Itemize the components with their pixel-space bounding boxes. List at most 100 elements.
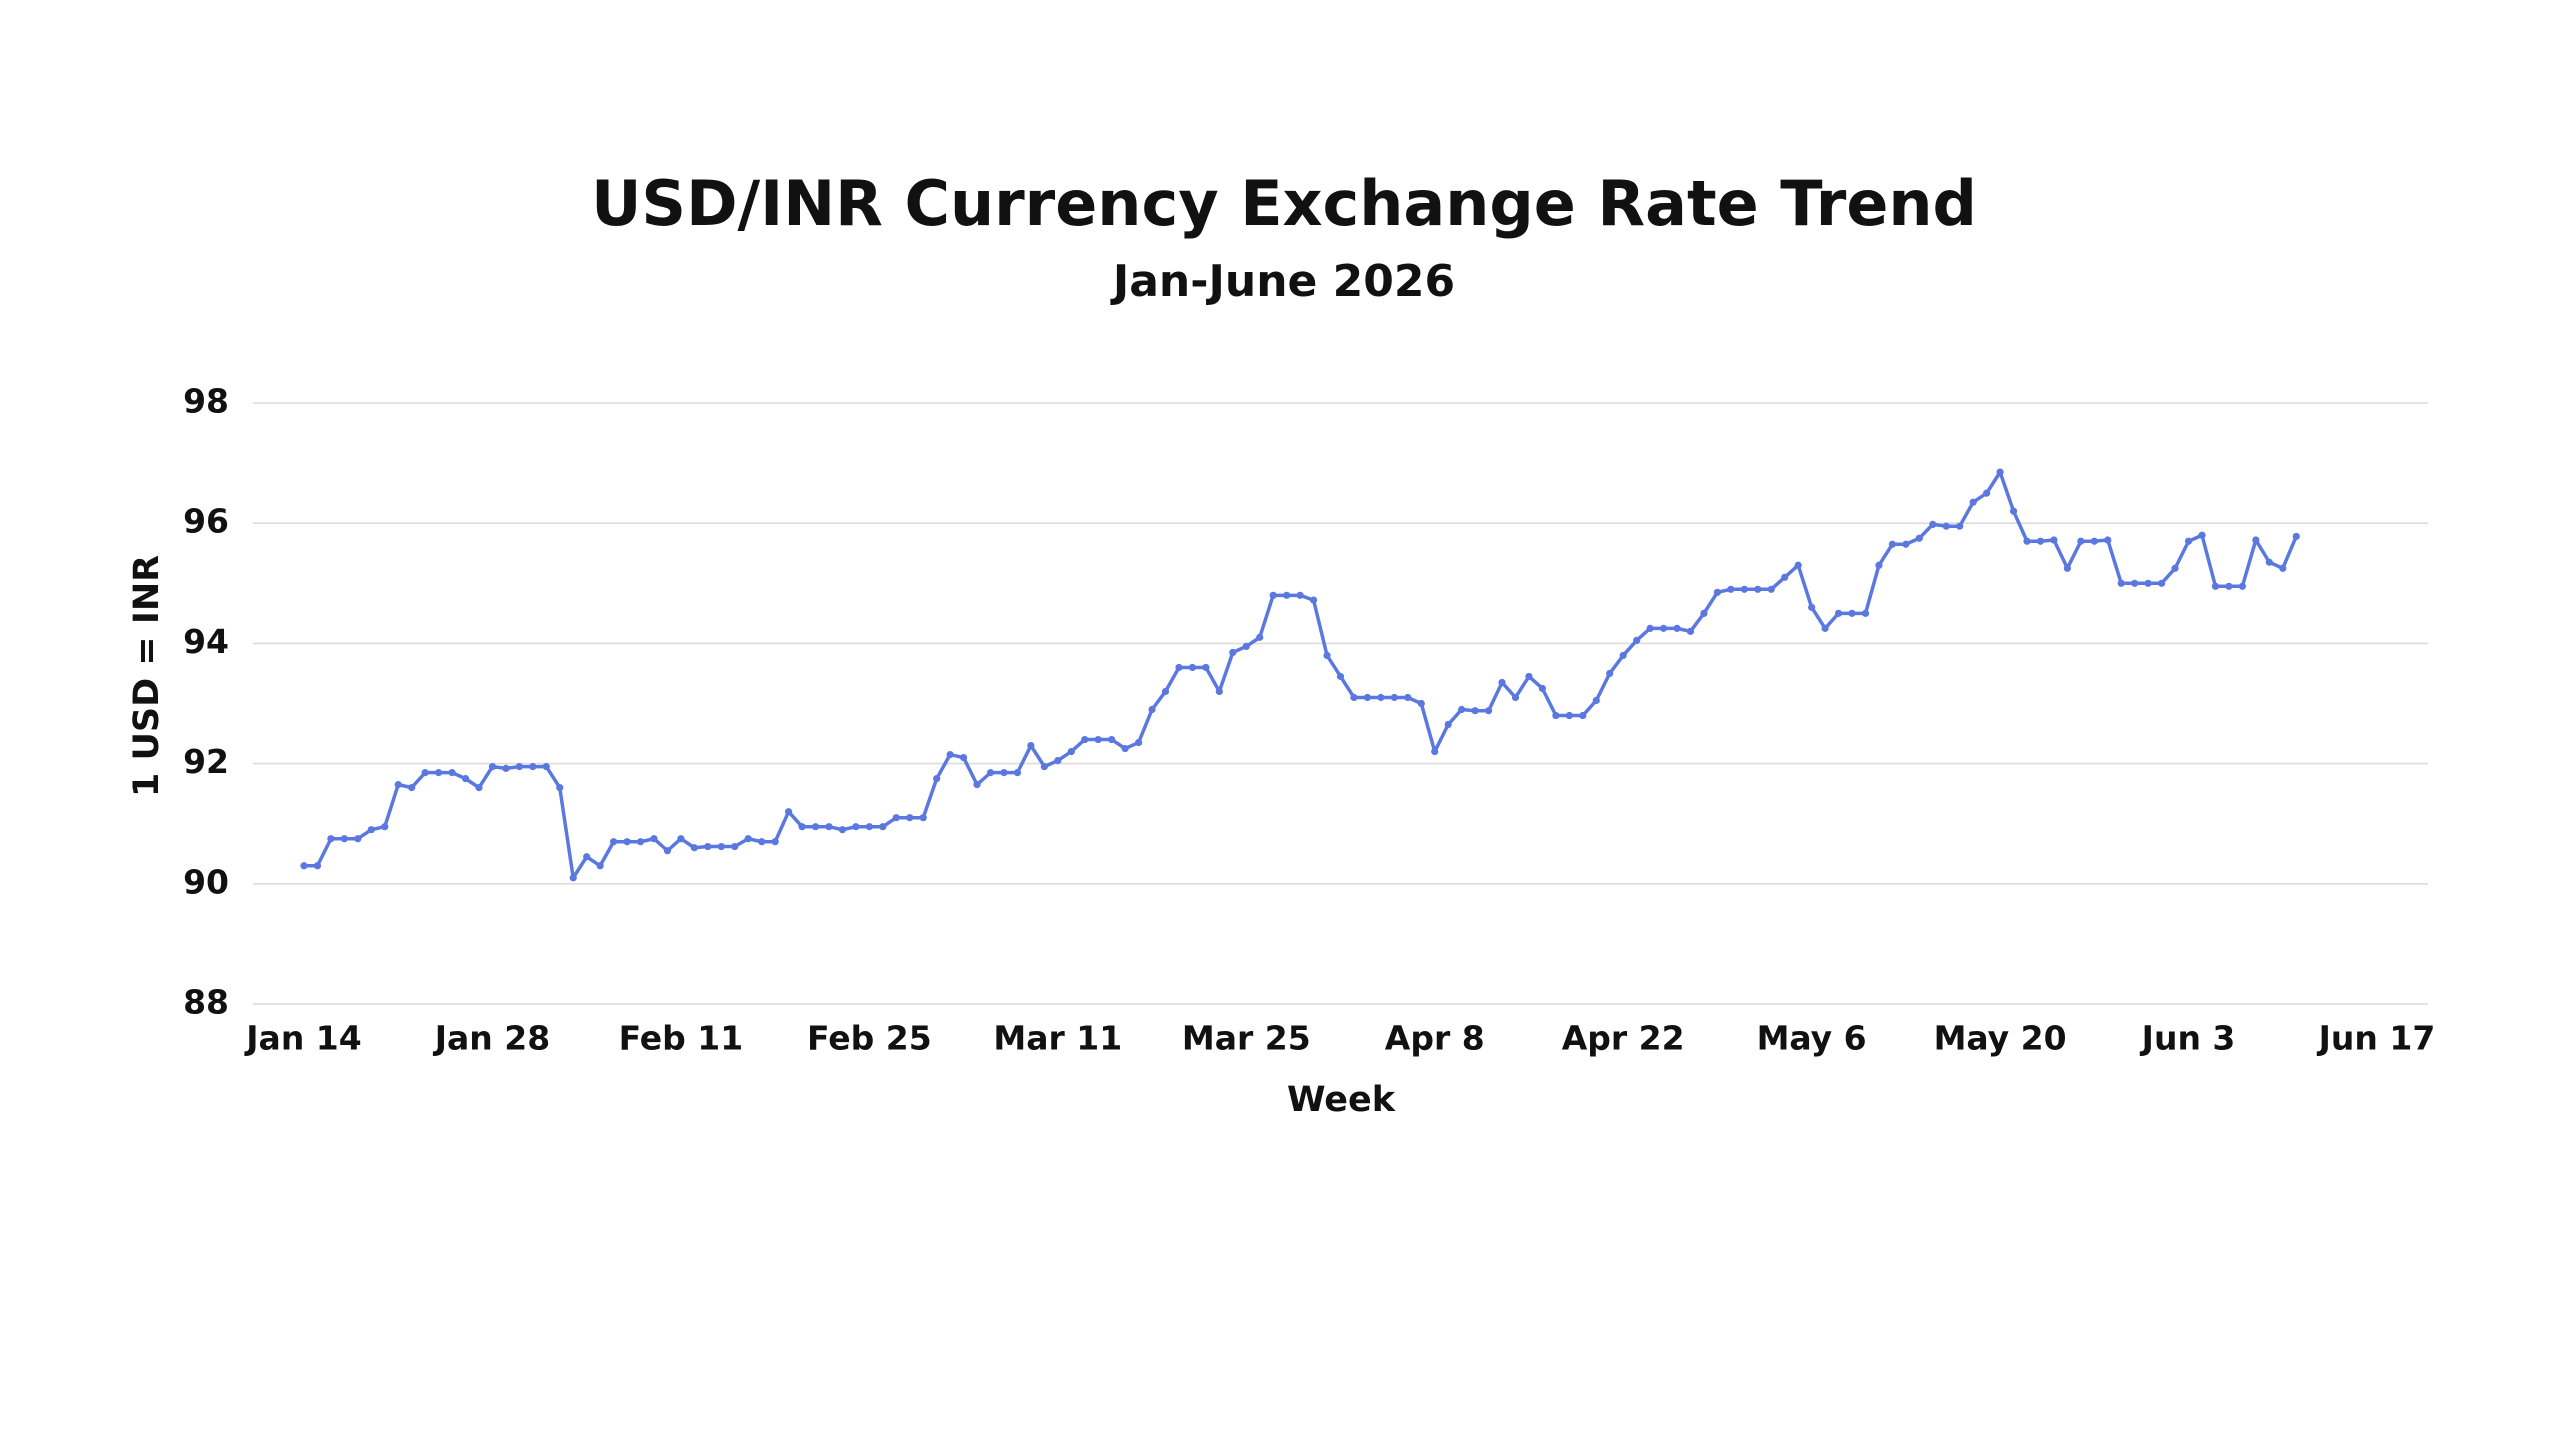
data-point [1175,663,1183,672]
data-point [663,847,672,855]
x-tick-label: May 20 [1934,1019,2067,1058]
data-point [556,784,564,792]
data-point [731,842,739,851]
data-point [1579,711,1587,720]
data-point [1484,707,1493,715]
data-point [435,769,443,777]
x-tick-label: Jan 28 [433,1019,550,1058]
data-point [2211,582,2220,590]
y-tick-label: 96 [183,502,229,541]
data-point [1848,609,1856,617]
data-point [1942,522,1950,530]
data-point [1834,609,1843,617]
data-point [394,781,402,789]
data-point [879,823,887,831]
y-tick-label: 88 [183,983,229,1022]
data-point [838,826,847,834]
x-tick-label: Apr 22 [1562,1019,1685,1058]
data-point [300,862,308,870]
data-point [1754,585,1762,593]
data-point [1673,624,1681,632]
data-point [758,838,766,846]
data-point [825,823,833,831]
data-point [1915,534,1923,542]
x-tick-label: Jun 17 [2317,1019,2436,1058]
data-point [2198,531,2206,539]
data-point [1740,585,1748,593]
data-point [1619,651,1627,660]
data-point [610,838,618,846]
data-point [596,862,604,870]
data-point [1713,588,1722,596]
data-point [1538,684,1547,693]
data-point [2104,536,2112,544]
data-point [2158,579,2166,587]
data-point [313,862,322,870]
data-point [704,842,712,851]
data-point [448,769,456,777]
y-tick-label: 98 [183,382,229,421]
data-point [583,853,591,861]
data-point [2144,579,2152,587]
data-point [1054,756,1062,765]
data-point [1283,591,1291,599]
data-point [1081,735,1089,744]
data-point [1727,585,1735,593]
data-point [1592,696,1600,705]
data-point [515,763,523,771]
data-point [1821,624,1829,632]
data-point [2279,564,2287,572]
data-point [1956,522,1964,530]
data-point [529,763,537,771]
data-point [2023,537,2031,545]
data-point [623,838,631,846]
y-axis-label: 1 USD = INR [127,555,167,797]
data-point [636,838,645,846]
x-tick-label: Feb 25 [807,1019,932,1058]
data-point [1444,720,1452,729]
data-point [1458,705,1466,714]
data-point [1256,633,1264,641]
data-point [1067,747,1075,756]
data-point [1134,738,1143,747]
data-point [946,750,954,759]
data-point [1350,693,1358,702]
data-point [2009,507,2018,515]
data-point [1606,669,1614,678]
y-tick-label: 94 [183,622,229,661]
data-point [340,835,348,843]
data-point [1000,769,1008,777]
data-point [1525,672,1533,681]
data-point [1983,489,1991,497]
data-point [1417,699,1425,708]
x-tick-label: Jun 3 [2140,1019,2236,1058]
data-point [421,769,429,777]
data-point [1633,636,1641,644]
y-tick-label: 92 [183,742,229,781]
data-point [408,784,416,792]
data-point [744,835,752,843]
data-point [1498,678,1506,687]
data-point [475,784,483,792]
data-point [1794,561,1802,569]
data-point [2090,537,2098,545]
data-point [1700,609,1708,617]
data-point [811,823,820,831]
data-point [1269,591,1277,599]
data-point [771,838,779,846]
data-point [1027,741,1035,750]
data-point [488,763,497,771]
data-point [367,826,375,834]
data-point [2225,582,2233,590]
data-point [717,842,725,851]
data-point [2265,558,2273,566]
data-point [973,781,981,789]
data-point [2184,537,2193,545]
data-point [1363,693,1372,702]
data-point [1471,707,1479,715]
data-point [1996,468,2004,476]
data-point [892,814,900,822]
data-point [1686,627,1695,635]
data-point [1148,705,1156,714]
